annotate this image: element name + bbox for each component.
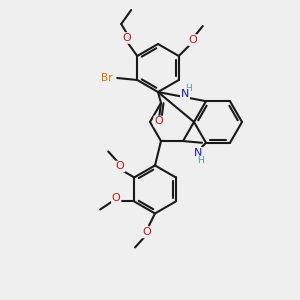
- Text: H: H: [196, 156, 203, 165]
- Text: O: O: [123, 33, 132, 43]
- Text: N: N: [194, 148, 202, 158]
- Text: O: O: [188, 35, 197, 45]
- Text: Br: Br: [101, 73, 113, 83]
- Text: O: O: [154, 116, 163, 127]
- Text: O: O: [142, 227, 152, 238]
- Text: O: O: [112, 194, 121, 203]
- Text: N: N: [181, 88, 189, 99]
- Text: O: O: [116, 161, 124, 172]
- Text: H: H: [184, 84, 191, 93]
